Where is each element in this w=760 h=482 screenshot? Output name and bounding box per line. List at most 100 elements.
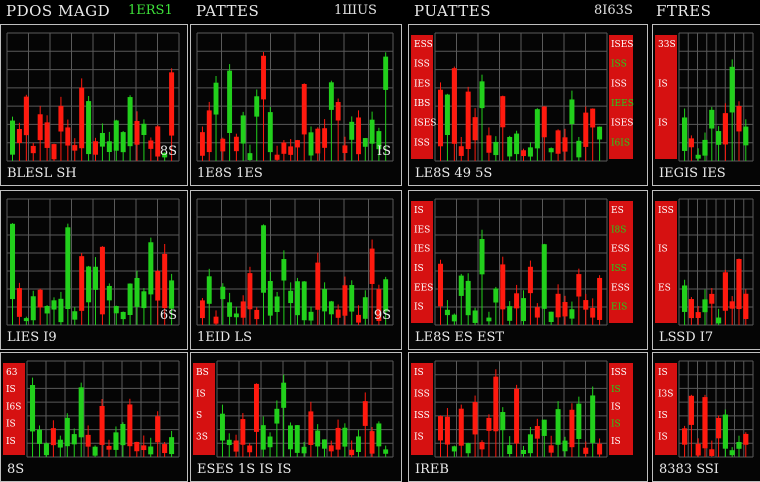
chart-panel[interactable]: LIES I9 6S: [0, 190, 188, 350]
candle-body: [376, 289, 382, 322]
chart-panel[interactable]: ESS ISS IES IBS ISES ISS ISES ISS ISS IEES ISES I6I…: [408, 24, 648, 186]
right-label-column: [609, 363, 633, 455]
chart-panel[interactable]: IS I3S IS IS 8383 SSI: [652, 352, 760, 482]
candle-body: [729, 66, 735, 113]
candle-body: [162, 444, 168, 454]
axis-label: I6IS: [611, 138, 630, 148]
candle-body: [541, 244, 547, 309]
candle-body: [709, 109, 715, 129]
candle-body: [729, 450, 735, 456]
candle-body: [162, 152, 168, 158]
candle-body: [548, 148, 554, 153]
candle-body: [247, 445, 253, 453]
candle-body: [534, 426, 540, 439]
candle-body: [120, 132, 126, 153]
candle-body: [716, 131, 722, 145]
chart-panel[interactable]: 63 IS I6S IS IS 8S: [0, 352, 188, 482]
candle-body: [342, 145, 348, 154]
candle-body: [72, 145, 78, 151]
candle-body: [30, 145, 36, 154]
candle-body: [274, 154, 280, 160]
axis-label: ISES: [611, 119, 633, 129]
candle-body: [362, 138, 368, 147]
candle-body: [134, 277, 140, 307]
candle-body: [527, 266, 533, 294]
candle-body: [37, 114, 43, 141]
axis-label: IS: [611, 385, 621, 395]
candle-body: [465, 443, 471, 454]
axis-label: ISES: [611, 40, 633, 50]
candle-body: [328, 301, 334, 315]
chart-canvas: 63 IS I6S IS IS: [3, 360, 180, 458]
chart-panel[interactable]: IS IES IES IS EES IS ES I8S ESS ISS ESS EIS LE8S ES …: [408, 190, 648, 350]
chart-canvas: IS ISS ISS IS ISS IS IS IS IS: [411, 360, 633, 458]
panel-side-tag: IS: [376, 144, 391, 159]
candle-body: [315, 262, 321, 310]
candle-body: [127, 404, 133, 447]
right-label-column: [609, 35, 633, 159]
chart-panel[interactable]: IS ISS ISS IS ISS IS IS IS IS IREB: [408, 352, 648, 482]
candle-body: [590, 307, 596, 318]
candle-body: [155, 270, 161, 301]
candle-body: [383, 449, 389, 454]
candle-body: [716, 317, 722, 324]
candle-body: [521, 150, 527, 157]
candle-body: [16, 128, 22, 144]
chart-panel[interactable]: 33S IS IS IEGIS IES: [652, 24, 760, 186]
candle-body: [43, 443, 49, 456]
candle-body: [576, 140, 582, 158]
header-row: PDOS MAGD 1ERS1 PATTES 1ШUS PUATTES 8I63…: [0, 0, 760, 22]
candle-body: [479, 239, 485, 275]
candle-body: [30, 296, 36, 321]
chart-panel[interactable]: 1EID LS 9S: [190, 190, 402, 350]
candle-body: [288, 146, 294, 155]
candle-body: [486, 317, 492, 322]
candle-body: [206, 110, 212, 153]
panel-footer-label: 8383 SSI: [659, 462, 719, 477]
candle-body: [322, 289, 328, 312]
panel-footer-label: 8S: [7, 462, 25, 477]
candle-body: [514, 293, 520, 309]
candle-body: [220, 138, 226, 152]
candle-body: [233, 136, 239, 152]
panel-side-tag: 8S: [159, 144, 177, 159]
candle-body: [709, 449, 715, 456]
candle-body: [85, 434, 91, 447]
axis-label: IES: [414, 245, 430, 255]
candle-body: [555, 293, 561, 318]
candle-body: [486, 417, 492, 431]
candle-body: [521, 449, 527, 454]
candle-body: [514, 388, 520, 444]
axis-label: BS: [196, 368, 209, 378]
candle-body: [376, 131, 382, 150]
candle-body: [500, 96, 506, 128]
axis-label: ISS: [611, 79, 627, 89]
candle-body: [328, 82, 334, 110]
candle-body: [113, 432, 119, 450]
candle-body: [562, 302, 568, 317]
candle-body: [200, 132, 205, 156]
axis-label: 33S: [658, 40, 676, 50]
candle-body: [383, 56, 389, 90]
candle-body: [465, 91, 471, 150]
chart-panel[interactable]: BS IS S 3S ESES 1S IS IS: [190, 352, 402, 482]
candle-body: [362, 297, 368, 319]
chart-canvas: IS I3S IS IS: [655, 360, 754, 458]
chart-panel[interactable]: ISS IS ES LSSD I7: [652, 190, 760, 350]
candle-body: [281, 259, 287, 281]
panel-footer-label: ESES 1S IS IS: [197, 462, 292, 477]
candle-body: [227, 302, 233, 317]
chart-panel[interactable]: 1E8S 1ES IS: [190, 24, 402, 186]
candle-body: [295, 140, 300, 148]
candle-body: [281, 382, 287, 408]
candle-body: [65, 127, 71, 146]
axis-label: ESS: [414, 40, 433, 50]
candle-body: [597, 126, 603, 140]
candle-body: [274, 408, 280, 424]
axis-label: IES: [414, 79, 430, 89]
left-label-column: [411, 363, 433, 455]
axis-label: I8S: [611, 225, 626, 235]
axis-label: ISS: [414, 138, 430, 148]
chart-panel[interactable]: BLESL SH 8S: [0, 24, 188, 186]
candle-body: [23, 318, 29, 322]
